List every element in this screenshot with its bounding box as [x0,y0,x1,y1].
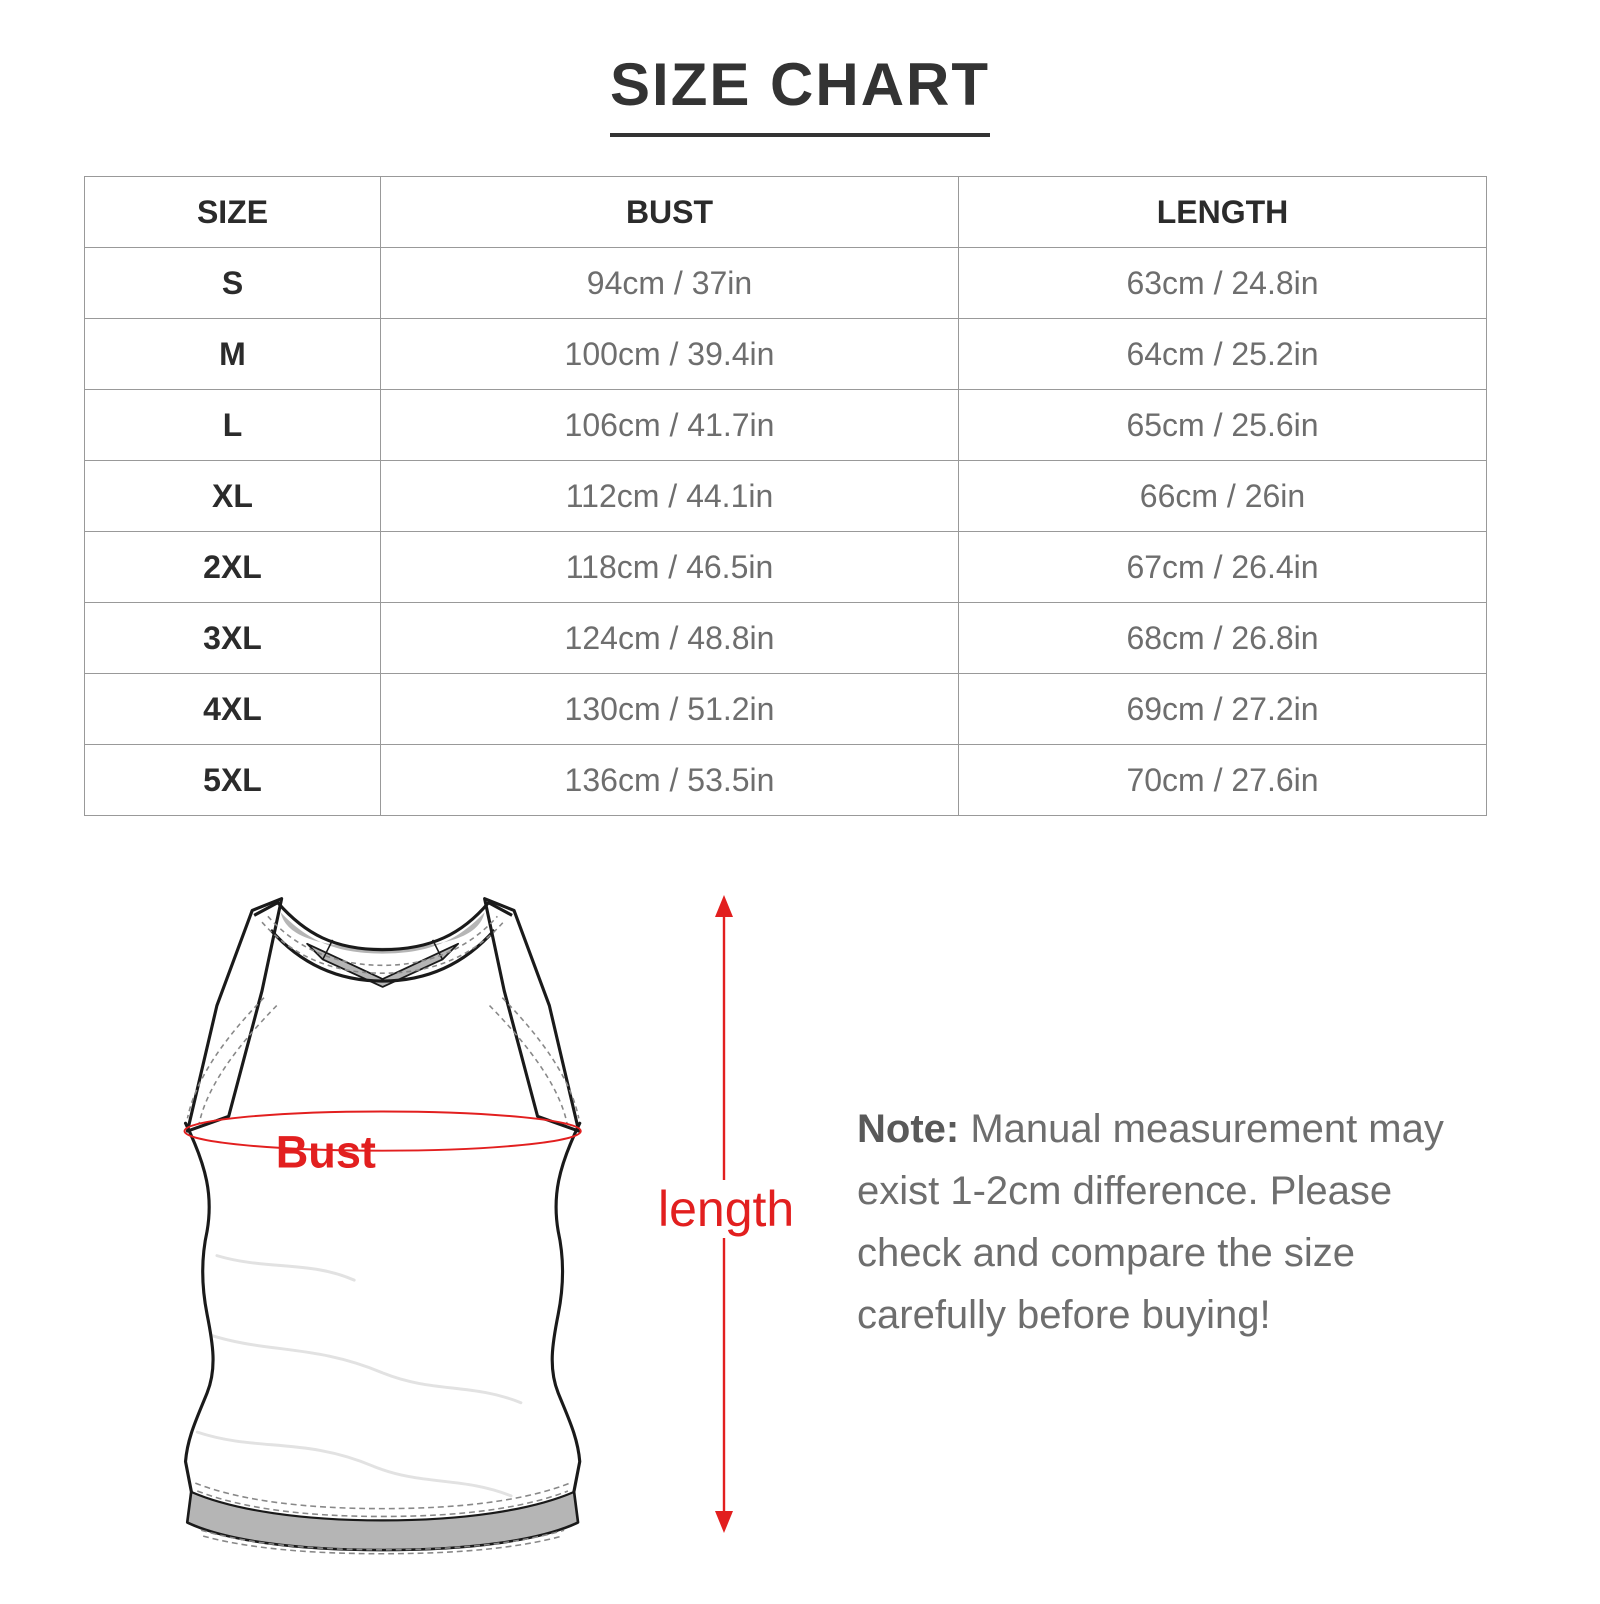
svg-text:Bust: Bust [276,1126,376,1177]
